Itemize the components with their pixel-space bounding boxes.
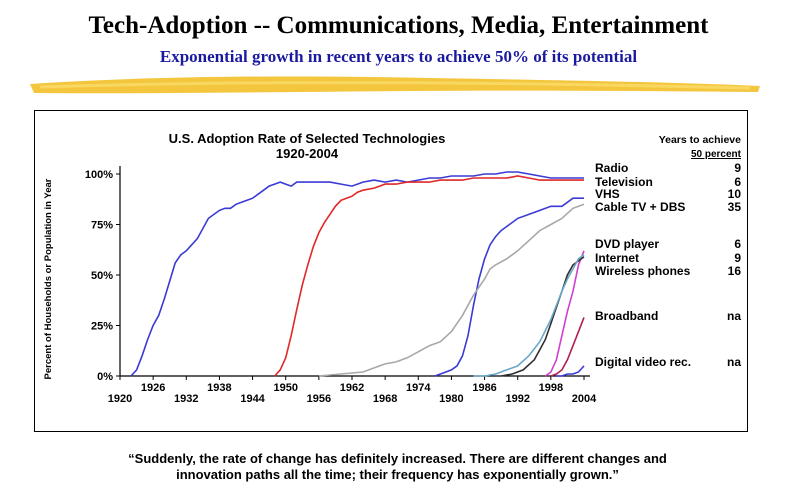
series-line-dvd-player bbox=[544, 250, 585, 377]
quote-line-2: innovation paths all the time; their fre… bbox=[176, 467, 619, 482]
x-tick-label-bottom: 1932 bbox=[174, 393, 198, 405]
chart-frame: U.S. Adoption Rate of Selected Technolog… bbox=[34, 110, 748, 432]
years-to-50-wireless-phones: 16 bbox=[728, 264, 742, 278]
years-to-50-vhs: 10 bbox=[728, 187, 742, 201]
series-label-dvd-player: DVD player bbox=[595, 237, 659, 251]
series-label-broadband: Broadband bbox=[595, 309, 658, 323]
y-tick-label: 25% bbox=[91, 321, 113, 333]
series-line-television bbox=[274, 175, 584, 377]
series-label-internet: Internet bbox=[595, 251, 639, 265]
page-subtitle: Exponential growth in recent years to ac… bbox=[159, 47, 638, 66]
y-tick-label: 100% bbox=[85, 169, 113, 181]
years-to-50-cable-tv-dbs: 35 bbox=[728, 200, 742, 214]
x-tick-label-top: 1926 bbox=[141, 382, 165, 394]
x-tick-label-top: 1938 bbox=[207, 382, 231, 394]
x-tick-label-bottom: 1944 bbox=[240, 393, 265, 405]
chart-title: U.S. Adoption Rate of Selected Technolog… bbox=[169, 131, 446, 146]
legend-header-line1: Years to achieve bbox=[659, 134, 741, 146]
quote-line-1: “Suddenly, the rate of change has defini… bbox=[128, 451, 667, 466]
years-to-50-radio: 9 bbox=[734, 161, 741, 175]
series-label-cable-tv-dbs: Cable TV + DBS bbox=[595, 200, 685, 214]
x-tick-label-bottom: 1992 bbox=[505, 393, 529, 405]
page-title: Tech-Adoption -- Communications, Media, … bbox=[88, 12, 709, 39]
x-tick-label-top: 1974 bbox=[406, 382, 431, 394]
quote: “Suddenly, the rate of change has defini… bbox=[40, 451, 755, 483]
x-tick-label-bottom: 1968 bbox=[373, 393, 397, 405]
y-axis-label: Percent of Households or Population in Y… bbox=[43, 178, 54, 379]
years-to-50-television: 6 bbox=[734, 175, 741, 189]
series-line-internet bbox=[500, 256, 585, 377]
legend-header-line2: 50 percent bbox=[691, 149, 742, 160]
series-line-cable-tv-dbs bbox=[318, 203, 585, 377]
y-tick-label: 75% bbox=[91, 220, 113, 232]
x-tick-label-top: 1962 bbox=[340, 382, 364, 394]
series-line-wireless-phones bbox=[473, 254, 585, 377]
x-tick-label-bottom: 1956 bbox=[307, 393, 331, 405]
x-tick-label-top: 1950 bbox=[273, 382, 297, 394]
series-line-digital-video-rec bbox=[556, 365, 585, 377]
x-tick-label-top: 1986 bbox=[472, 382, 496, 394]
series-line-broadband bbox=[550, 317, 585, 377]
series-label-vhs: VHS bbox=[595, 187, 620, 201]
series-label-television: Television bbox=[595, 175, 653, 189]
years-to-50-broadband: na bbox=[727, 309, 741, 323]
brush-stroke-divider bbox=[30, 76, 760, 94]
y-tick-label: 50% bbox=[91, 270, 113, 282]
years-to-50-digital-video-rec: na bbox=[727, 355, 741, 369]
series-label-digital-video-rec: Digital video rec. bbox=[595, 355, 691, 369]
x-tick-label-top: 1998 bbox=[539, 382, 563, 394]
adoption-line-chart: U.S. Adoption Rate of Selected Technolog… bbox=[43, 131, 742, 405]
x-tick-label-bottom: 2004 bbox=[572, 393, 597, 405]
series-line-vhs bbox=[434, 197, 584, 377]
series-line-radio bbox=[130, 171, 584, 377]
x-tick-label-bottom: 1920 bbox=[108, 393, 132, 405]
y-tick-label: 0% bbox=[97, 371, 113, 383]
chart-subtitle: 1920-2004 bbox=[276, 146, 339, 161]
series-label-wireless-phones: Wireless phones bbox=[595, 264, 691, 278]
x-tick-label-bottom: 1980 bbox=[439, 393, 463, 405]
years-to-50-internet: 9 bbox=[734, 251, 741, 265]
series-label-radio: Radio bbox=[595, 161, 628, 175]
years-to-50-dvd-player: 6 bbox=[734, 237, 741, 251]
